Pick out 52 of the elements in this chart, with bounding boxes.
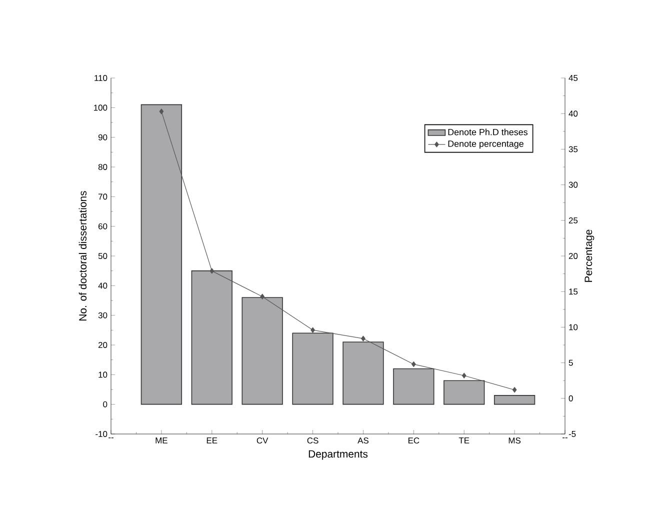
- point: [260, 294, 265, 300]
- point: [210, 268, 214, 274]
- y2-tick-label: 20: [568, 253, 578, 259]
- y-tick-label: 70: [98, 194, 108, 200]
- bar: [292, 332, 334, 405]
- y2-axis-title: Percentage: [584, 230, 594, 282]
- legend-label: Denote percentage: [448, 140, 524, 149]
- y-tick-label: 110: [94, 75, 108, 81]
- y2-tick-label: 0: [568, 395, 573, 402]
- bar: [191, 270, 232, 405]
- y2-tick-label: 40: [568, 110, 578, 117]
- x-axis-title: Departments: [308, 450, 368, 460]
- bar: [444, 380, 485, 405]
- bar: [393, 368, 434, 405]
- point: [159, 108, 164, 114]
- y-tick-label: 30: [98, 312, 108, 318]
- x-tick-label: AS: [358, 438, 368, 444]
- x-tick-label: EE: [206, 438, 218, 444]
- bar: [140, 104, 182, 405]
- bar: [342, 342, 384, 405]
- y-tick-label: -10: [96, 431, 108, 437]
- point: [512, 387, 517, 393]
- y-tick-label: 50: [98, 253, 108, 259]
- point: [462, 372, 466, 378]
- x-tick-label: EC: [408, 438, 420, 444]
- point: [310, 327, 315, 333]
- point: [361, 336, 366, 342]
- y-tick-label: 80: [98, 164, 108, 170]
- x-tick-label: MS: [508, 438, 521, 444]
- y2-tick-label: 35: [568, 146, 578, 152]
- y-tick-label: 100: [94, 104, 108, 111]
- bar: [242, 297, 283, 405]
- y-axis-title: No. of doctoral dissertations: [78, 191, 87, 320]
- y-tick-label: 40: [98, 282, 108, 289]
- y-tick-label: 10: [98, 372, 108, 378]
- y-tick-label: 60: [98, 223, 108, 230]
- x-tick-label: CV: [256, 438, 268, 444]
- x-tick-label: TE: [458, 438, 470, 444]
- y2-tick-label: -5: [568, 431, 576, 437]
- y2-tick-label: 45: [568, 75, 578, 81]
- y-tick-label: 0: [103, 401, 108, 408]
- y-tick-label: 20: [98, 342, 108, 348]
- y-tick-label: 90: [98, 134, 108, 140]
- y2-tick-label: 10: [569, 324, 578, 330]
- y2-tick-label: 25: [568, 217, 578, 224]
- bar: [494, 395, 536, 405]
- y2-tick-label: 5: [568, 360, 573, 366]
- y2-tick-label: 15: [569, 288, 578, 295]
- x-tick-label: CS: [307, 438, 318, 444]
- x-tick-label: ME: [156, 438, 168, 444]
- y2-tick-label: 30: [568, 182, 578, 188]
- legend-label: Denote Ph.D theses: [448, 128, 528, 136]
